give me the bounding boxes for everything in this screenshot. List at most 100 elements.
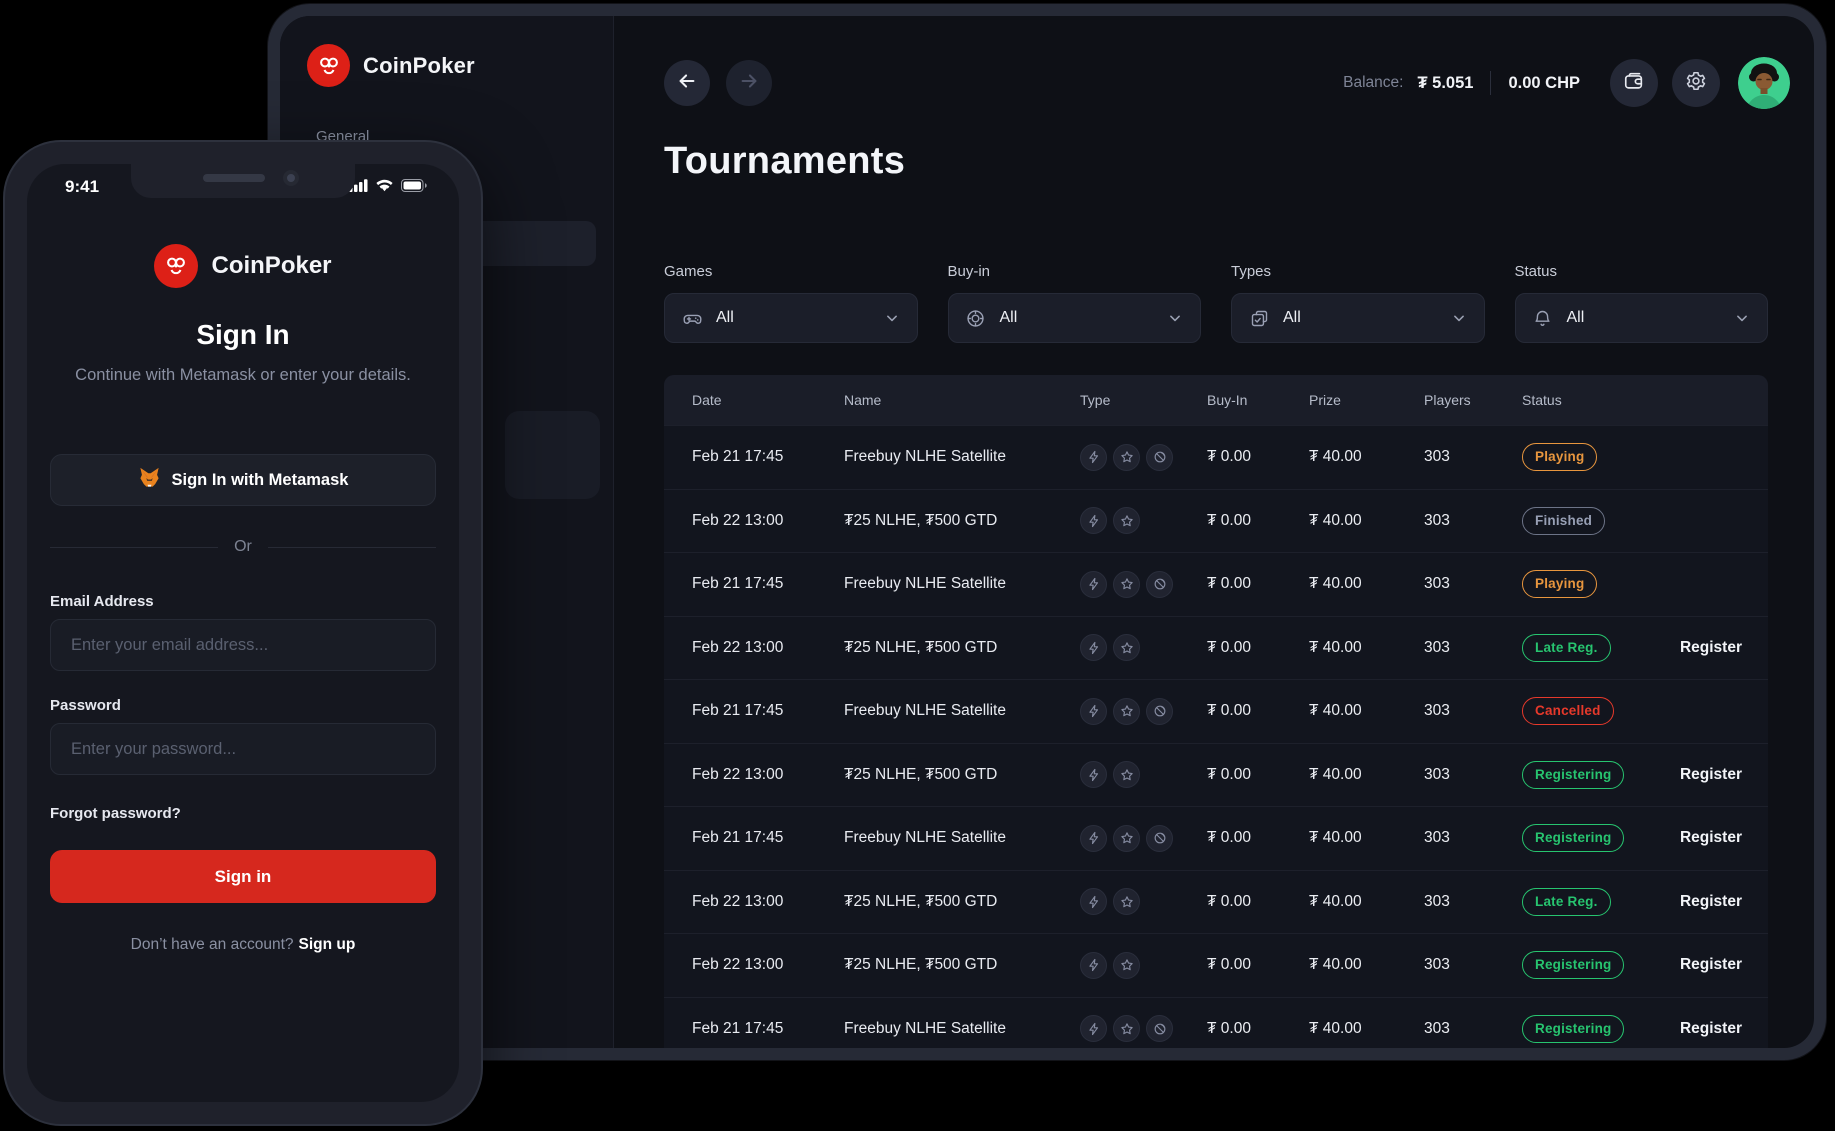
register-button[interactable]: Register: [1679, 956, 1742, 974]
metamask-signin-button[interactable]: Sign In with Metamask: [50, 454, 436, 506]
cell-buyin: ₮ 0.00: [1207, 829, 1251, 847]
phone-brand: CoinPoker: [27, 244, 459, 288]
cell-players: 303: [1424, 765, 1450, 783]
signin-subtitle: Continue with Metamask or enter your det…: [75, 366, 411, 384]
signin-button[interactable]: Sign in: [50, 850, 436, 903]
gamepad-icon: [681, 307, 703, 329]
register-button[interactable]: Register: [1679, 892, 1742, 910]
cell-type-icons: [1080, 1015, 1207, 1043]
filter-games-label: Games: [664, 263, 713, 280]
table-row[interactable]: Feb 22 13:00 ₮25 NLHE, ₮500 GTD ₮ 0.00 ₮…: [664, 933, 1768, 997]
cell-date: Feb 21 17:45: [692, 702, 784, 720]
filter-status-dropdown[interactable]: All: [1514, 293, 1768, 343]
satellite-off-icon: [1146, 824, 1173, 852]
register-button[interactable]: Register: [1679, 638, 1742, 656]
desktop-screen: CoinPoker General Balance: ₮ 5.051 0.00 …: [280, 16, 1814, 1048]
settings-button[interactable]: [1672, 59, 1720, 107]
email-field[interactable]: [50, 619, 436, 671]
cell-name: ₮25 NLHE, ₮500 GTD: [844, 892, 998, 910]
chevron-down-icon: [883, 309, 901, 327]
table-row[interactable]: Feb 21 17:45 Freebuy NLHE Satellite ₮ 0.…: [664, 806, 1768, 870]
speaker-slot: [203, 174, 265, 182]
cell-type-icons: [1080, 507, 1207, 535]
bolt-icon: [1080, 570, 1107, 598]
password-field[interactable]: [50, 723, 436, 775]
bolt-icon: [1080, 697, 1107, 725]
filter-types-dropdown[interactable]: All: [1231, 293, 1485, 343]
signup-row: Don’t have an account? Sign up: [27, 936, 459, 954]
signin-heading: Sign In: [196, 319, 290, 350]
sidebar-tile[interactable]: [505, 411, 600, 499]
cell-name: Freebuy NLHE Satellite: [844, 829, 1006, 847]
chevron-down-icon: [1166, 309, 1184, 327]
cell-players: 303: [1424, 829, 1450, 847]
cell-buyin: ₮ 0.00: [1207, 511, 1251, 529]
table-row[interactable]: Feb 21 17:45 Freebuy NLHE Satellite ₮ 0.…: [664, 679, 1768, 743]
back-button[interactable]: [664, 60, 710, 106]
register-button[interactable]: Register: [1679, 1019, 1742, 1037]
register-button[interactable]: Register: [1679, 829, 1742, 847]
status-badge: Finished: [1522, 506, 1606, 535]
status-badge: Cancelled: [1522, 697, 1614, 726]
wallet-button[interactable]: [1610, 59, 1658, 107]
coinpoker-logo-icon: [154, 244, 199, 288]
metamask-button-label: Sign In with Metamask: [171, 470, 349, 489]
forgot-password-link[interactable]: Forgot password?: [50, 805, 181, 822]
cell-prize: ₮ 40.00: [1309, 956, 1362, 974]
status-badge: Late Reg.: [1522, 633, 1611, 662]
cell-buyin: ₮ 0.00: [1207, 956, 1251, 974]
forward-button[interactable]: [726, 60, 772, 106]
cell-prize: ₮ 40.00: [1309, 892, 1362, 910]
cell-type-icons: [1080, 824, 1207, 852]
wallet-icon: [1623, 70, 1645, 97]
status-badge: Registering: [1522, 951, 1625, 980]
star-icon: [1113, 1015, 1140, 1043]
signup-prompt: Don’t have an account?: [130, 936, 294, 953]
bolt-icon: [1080, 888, 1107, 916]
col-date: Date: [692, 392, 722, 408]
balance-value: ₮ 5.051: [1417, 73, 1474, 92]
divider: [1490, 71, 1492, 95]
user-avatar[interactable]: [1738, 57, 1790, 109]
cell-players: 303: [1424, 511, 1450, 529]
cell-players: 303: [1424, 638, 1450, 656]
main-content: Balance: ₮ 5.051 0.00 CHP Tournaments Ga…: [614, 16, 1814, 1048]
status-badge: Playing: [1522, 443, 1598, 472]
coinpoker-logo-icon: [307, 44, 350, 87]
topbar: Balance: ₮ 5.051 0.00 CHP: [664, 57, 1790, 109]
table-row[interactable]: Feb 22 13:00 ₮25 NLHE, ₮500 GTD ₮ 0.00 ₮…: [664, 488, 1768, 553]
table-row[interactable]: Feb 21 17:45 Freebuy NLHE Satellite ₮ 0.…: [664, 552, 1768, 616]
table-row[interactable]: Feb 22 13:00 ₮25 NLHE, ₮500 GTD ₮ 0.00 ₮…: [664, 869, 1768, 934]
cell-type-icons: [1080, 570, 1207, 598]
table-row[interactable]: Feb 21 17:45 Freebuy NLHE Satellite ₮ 0.…: [664, 425, 1768, 489]
arrow-left-icon: [676, 70, 698, 97]
table-body: Feb 21 17:45 Freebuy NLHE Satellite ₮ 0.…: [664, 425, 1768, 1048]
table-row[interactable]: Feb 21 17:45 Freebuy NLHE Satellite ₮ 0.…: [664, 996, 1768, 1049]
avatar-image: [1738, 57, 1790, 109]
cell-prize: ₮ 40.00: [1309, 511, 1362, 529]
cell-type-icons: [1080, 697, 1207, 725]
filters-row: Games All Buy-in All Typ: [664, 263, 1768, 343]
filter-status-value: All: [1566, 309, 1585, 326]
table-row[interactable]: Feb 22 13:00 ₮25 NLHE, ₮500 GTD ₮ 0.00 ₮…: [664, 742, 1768, 807]
table-header: Date Name Type Buy-In Prize Players Stat…: [664, 375, 1768, 425]
status-badge: Registering: [1522, 824, 1625, 853]
filter-games-dropdown[interactable]: All: [664, 293, 918, 343]
cell-type-icons: [1080, 634, 1207, 662]
col-status: Status: [1522, 392, 1562, 408]
star-icon: [1113, 570, 1140, 598]
cell-type-icons: [1080, 888, 1207, 916]
cell-date: Feb 21 17:45: [692, 1019, 784, 1037]
register-button[interactable]: Register: [1679, 765, 1742, 783]
cell-name: Freebuy NLHE Satellite: [844, 1019, 1006, 1037]
signup-link[interactable]: Sign up: [298, 936, 356, 953]
wifi-icon: [375, 178, 394, 197]
filter-buyin-dropdown[interactable]: All: [947, 293, 1201, 343]
tournaments-table: Date Name Type Buy-In Prize Players Stat…: [664, 375, 1768, 1048]
status-bar-icons: [349, 178, 427, 197]
cell-date: Feb 21 17:45: [692, 448, 784, 466]
table-row[interactable]: Feb 22 13:00 ₮25 NLHE, ₮500 GTD ₮ 0.00 ₮…: [664, 615, 1768, 680]
star-icon: [1113, 888, 1140, 916]
cell-prize: ₮ 40.00: [1309, 765, 1362, 783]
filter-games-value: All: [716, 309, 734, 326]
